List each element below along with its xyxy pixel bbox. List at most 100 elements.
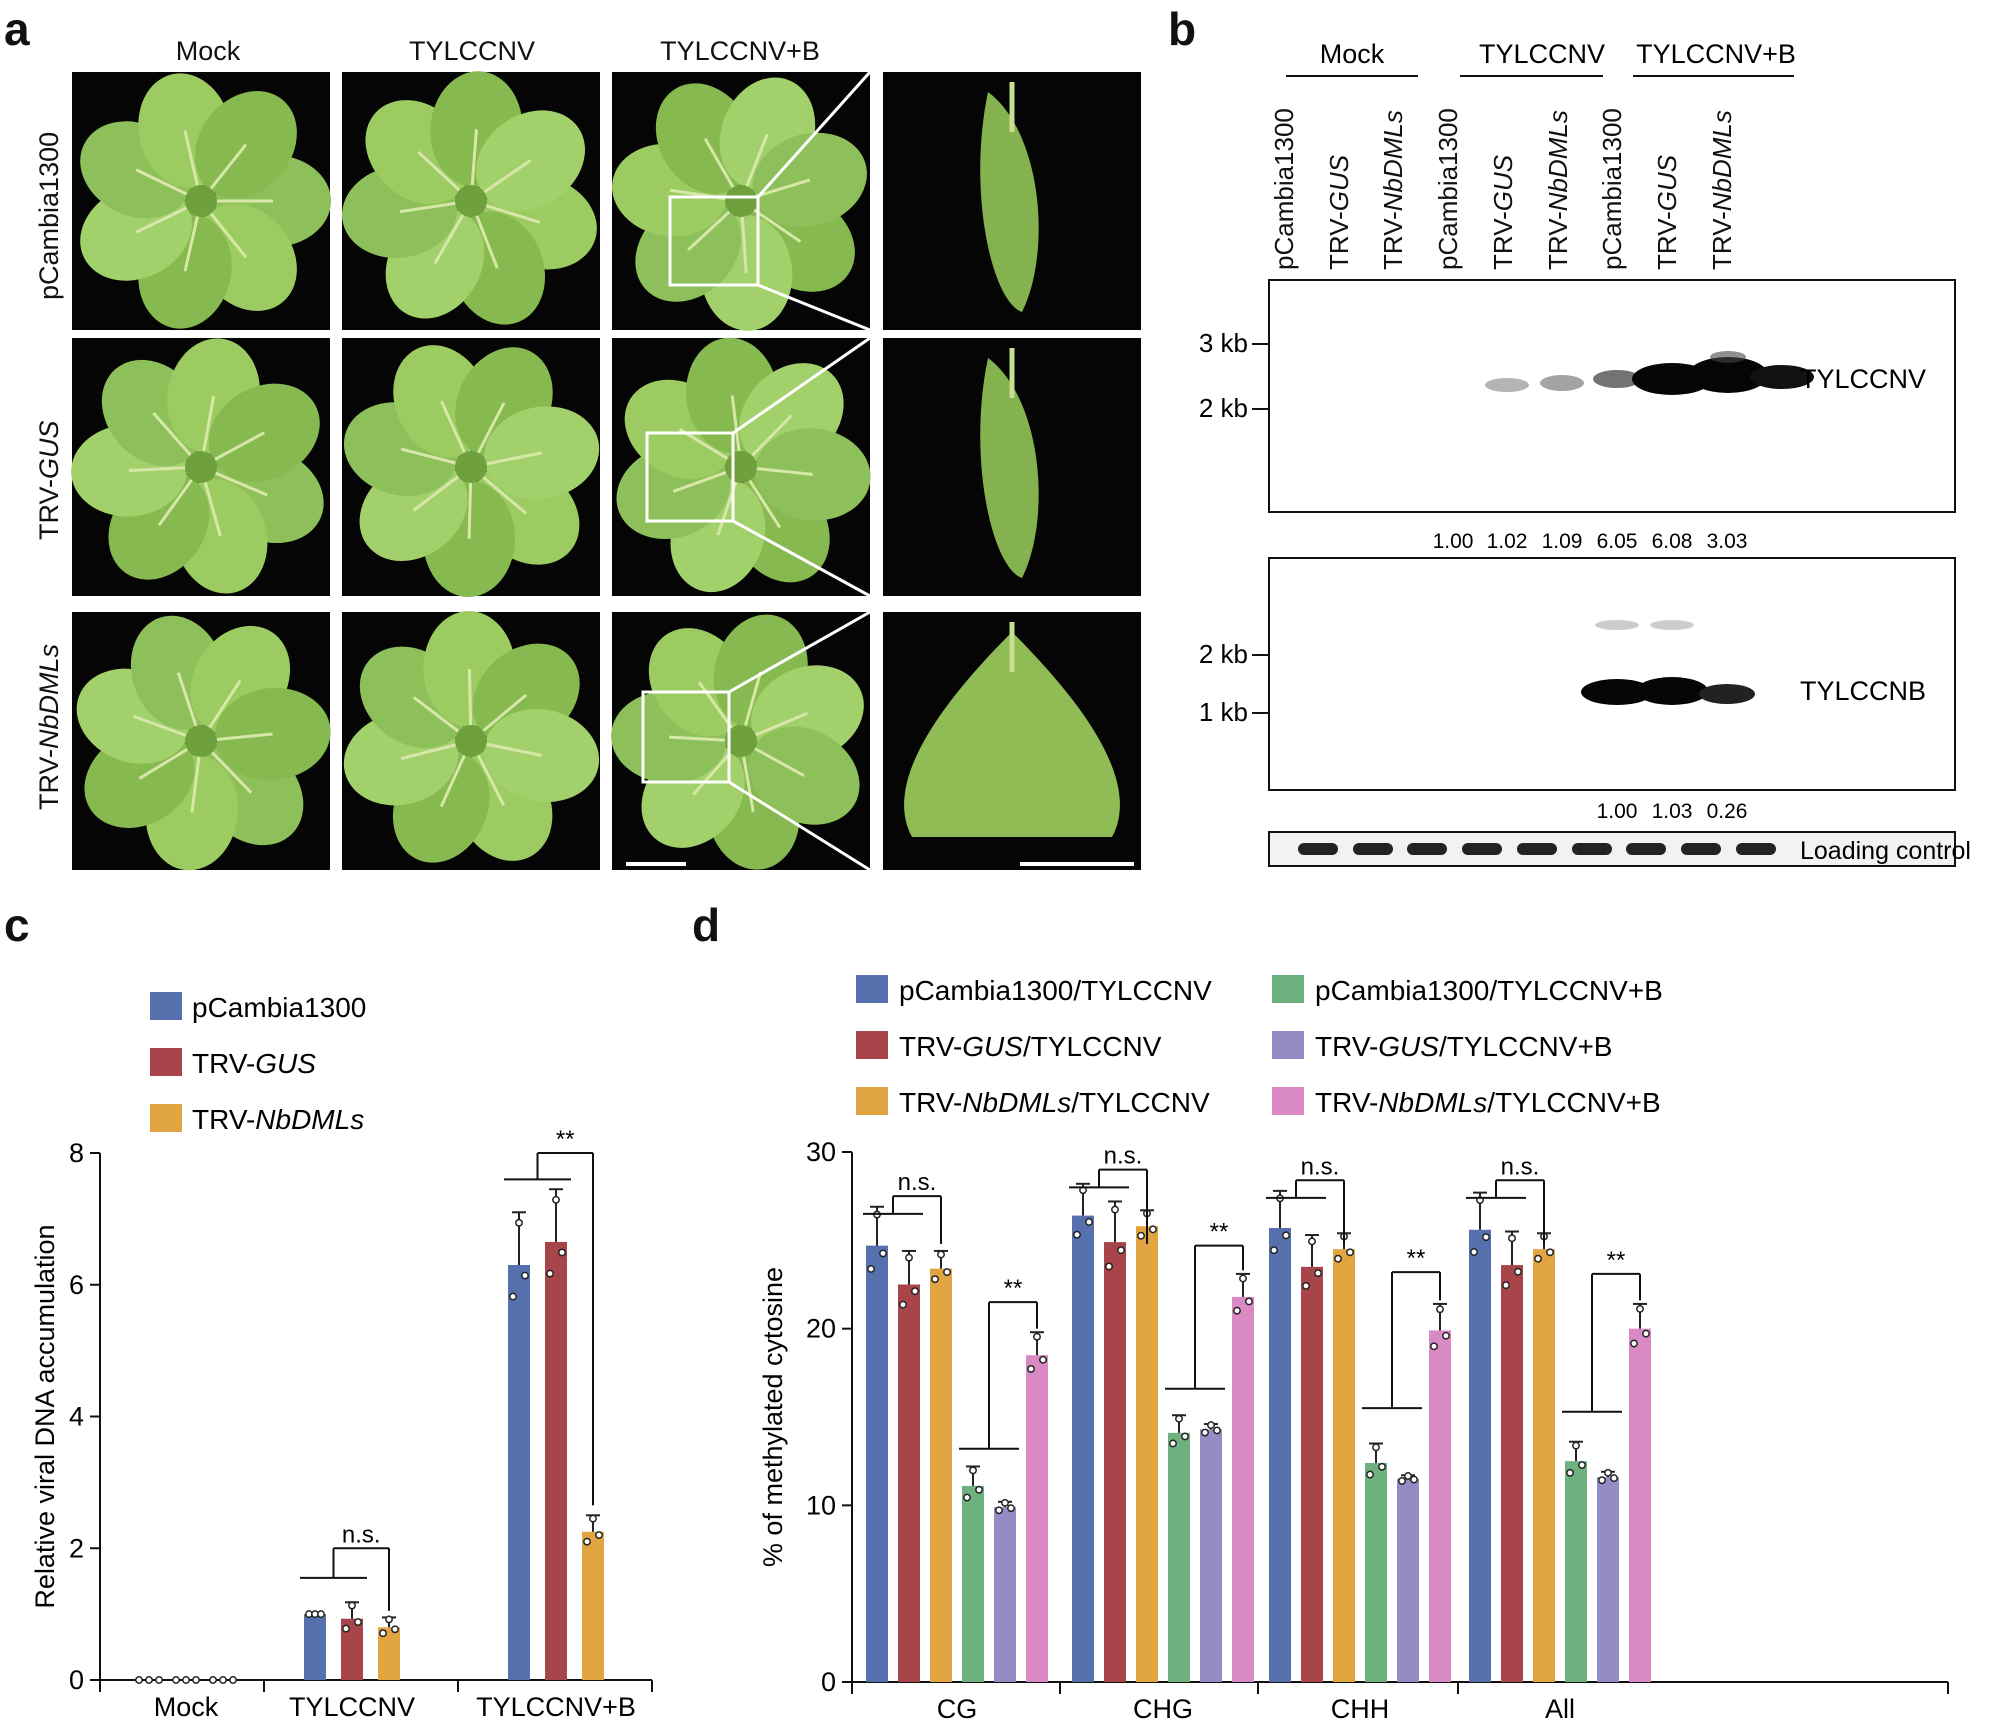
bar [1365,1462,1387,1682]
replicate-point [1105,1262,1113,1271]
panel-b-label: b [1168,3,1197,55]
replicate-point [1001,1498,1009,1507]
legend-swatch [1272,1031,1304,1059]
replicate-point [182,1676,190,1684]
blot2-bands [1581,620,1755,705]
bar [1501,1265,1523,1682]
annotation-star: ** [1165,1219,1244,1390]
annotation-ns: n.s. [300,1521,390,1611]
significance-label: n.s. [1104,1143,1143,1170]
bar [1629,1328,1651,1682]
leaf-inset [904,632,1120,837]
bar [341,1618,363,1680]
replicate-point [1404,1472,1412,1480]
bar [1200,1429,1222,1682]
panel-a-col-tylccnvb: TYLCCNV+B [660,36,820,66]
y-axis-label: % of methylated cytosine [758,1267,788,1567]
replicate-point [1534,1254,1542,1263]
replicate-point [385,1615,393,1624]
replicate-point [172,1676,180,1684]
replicate-point [1572,1441,1580,1450]
bar [1072,1215,1094,1682]
y-tick-label: 4 [69,1402,84,1432]
replicate-point [1508,1234,1516,1243]
replicate-point [1514,1267,1522,1276]
legend-label: TRV-NbDMLs/TYLCCNV [899,1087,1210,1118]
panel-d-label: d [692,899,721,951]
legend-swatch [1272,975,1304,1003]
replicate-point [521,1271,529,1280]
replicate-point [1085,1218,1093,1226]
significance-label: ** [1004,1275,1023,1302]
replicate-point [595,1531,603,1540]
replicate-point [379,1629,387,1638]
legend-label: TRV-GUS/TYLCCNV+B [1315,1031,1612,1062]
blot1-marker-2kb: 2 kb [1199,393,1248,423]
replicate-point [1378,1462,1386,1471]
replicate-point [558,1248,566,1257]
replicate-point [931,1275,939,1284]
panel-a-col-mock: Mock [175,36,241,66]
bar [994,1507,1016,1682]
zoom-box [641,690,731,784]
annotation-ns: n.s. [863,1169,942,1244]
blot1-quant-2: 1.02 [1487,530,1528,553]
significance-label: n.s. [1501,1153,1540,1180]
replicate-point [515,1218,523,1227]
legend-swatch [1272,1087,1304,1115]
bar [1026,1355,1048,1682]
x-tick-label: CG [937,1694,978,1720]
loading-control-label: Loading control [1800,837,1971,865]
replicate-point [192,1676,200,1684]
bar [1429,1330,1451,1682]
replicate-point [229,1676,237,1684]
bar [304,1614,326,1680]
replicate-point [1366,1470,1374,1479]
leaf-inset [980,92,1039,312]
significance-label: ** [1210,1219,1229,1246]
annotation-star: ** [504,1126,594,1506]
replicate-point [354,1618,362,1626]
legend-swatch [856,1087,888,1115]
chart-d: pCambia1300/TYLCCNV pCambia1300/TYLCCNV+B… [758,975,1949,1720]
bar [930,1268,952,1682]
replicate-point [391,1625,399,1634]
bar [1597,1477,1619,1682]
blot1-marker-3kb: 3 kb [1199,328,1248,358]
replicate-point [1233,1306,1241,1315]
legend-label: TRV-GUS [192,1048,316,1079]
blot1-quant-6: 3.03 [1707,530,1748,553]
replicate-point [1270,1246,1278,1255]
replicate-point [899,1300,907,1309]
replicate-point [937,1250,945,1259]
replicate-point [1169,1439,1177,1448]
blot2-quant-3: 0.26 [1707,800,1748,823]
replicate-point [1334,1254,1342,1263]
replicate-point [135,1676,143,1684]
annotation-ns: n.s. [1069,1143,1148,1244]
replicate-point [995,1506,1003,1515]
replicate-point [1039,1355,1047,1364]
loading-band [1517,843,1557,855]
replicate-point [1137,1231,1145,1240]
loading-band [1407,843,1447,855]
replicate-point [1630,1339,1638,1348]
replicate-point [975,1485,983,1494]
replicate-point [1470,1248,1478,1256]
x-tick-label: All [1545,1694,1575,1720]
lane-label: pCambia1300 [1433,108,1463,270]
replicate-point [1282,1231,1290,1240]
replicate-point [911,1287,919,1296]
y-tick-label: 0 [69,1665,84,1695]
loading-band [1736,843,1776,855]
blot1-quant-4: 6.05 [1597,530,1638,553]
replicate-point [1239,1274,1247,1283]
panel-b-group-mock: Mock [1320,39,1385,69]
replicate-point [1302,1281,1310,1290]
replicate-point [1308,1237,1316,1246]
bar [1104,1242,1126,1682]
blot1-bands [1485,351,1814,395]
replicate-point [589,1514,597,1523]
replicate-point [209,1676,217,1684]
lane-label: TRV-GUS [1324,154,1354,270]
